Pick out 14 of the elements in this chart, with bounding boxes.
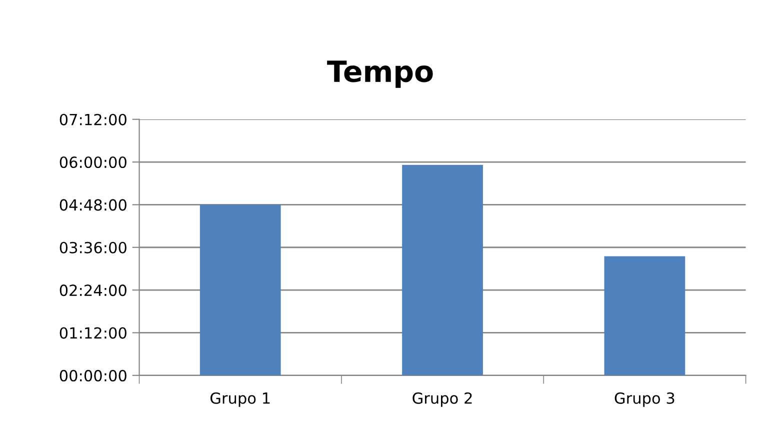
bar bbox=[200, 204, 281, 376]
y-tick-label: 04:48:00 bbox=[60, 199, 126, 211]
chart-title: Tempo bbox=[327, 60, 433, 88]
x-tick-label: Grupo 2 bbox=[412, 392, 472, 407]
bar bbox=[604, 256, 686, 376]
y-tick-label: 00:00:00 bbox=[60, 370, 126, 382]
y-tick-label: 02:24:00 bbox=[60, 284, 126, 296]
y-tick-label: 01:12:00 bbox=[60, 327, 126, 339]
y-tick-label: 03:36:00 bbox=[60, 242, 126, 254]
x-tick-label: Grupo 3 bbox=[614, 392, 674, 407]
y-tick-label: 07:12:00 bbox=[60, 114, 126, 126]
y-tick-label: 06:00:00 bbox=[60, 156, 126, 168]
x-tick-label: Grupo 1 bbox=[210, 392, 270, 407]
bar bbox=[402, 164, 483, 376]
